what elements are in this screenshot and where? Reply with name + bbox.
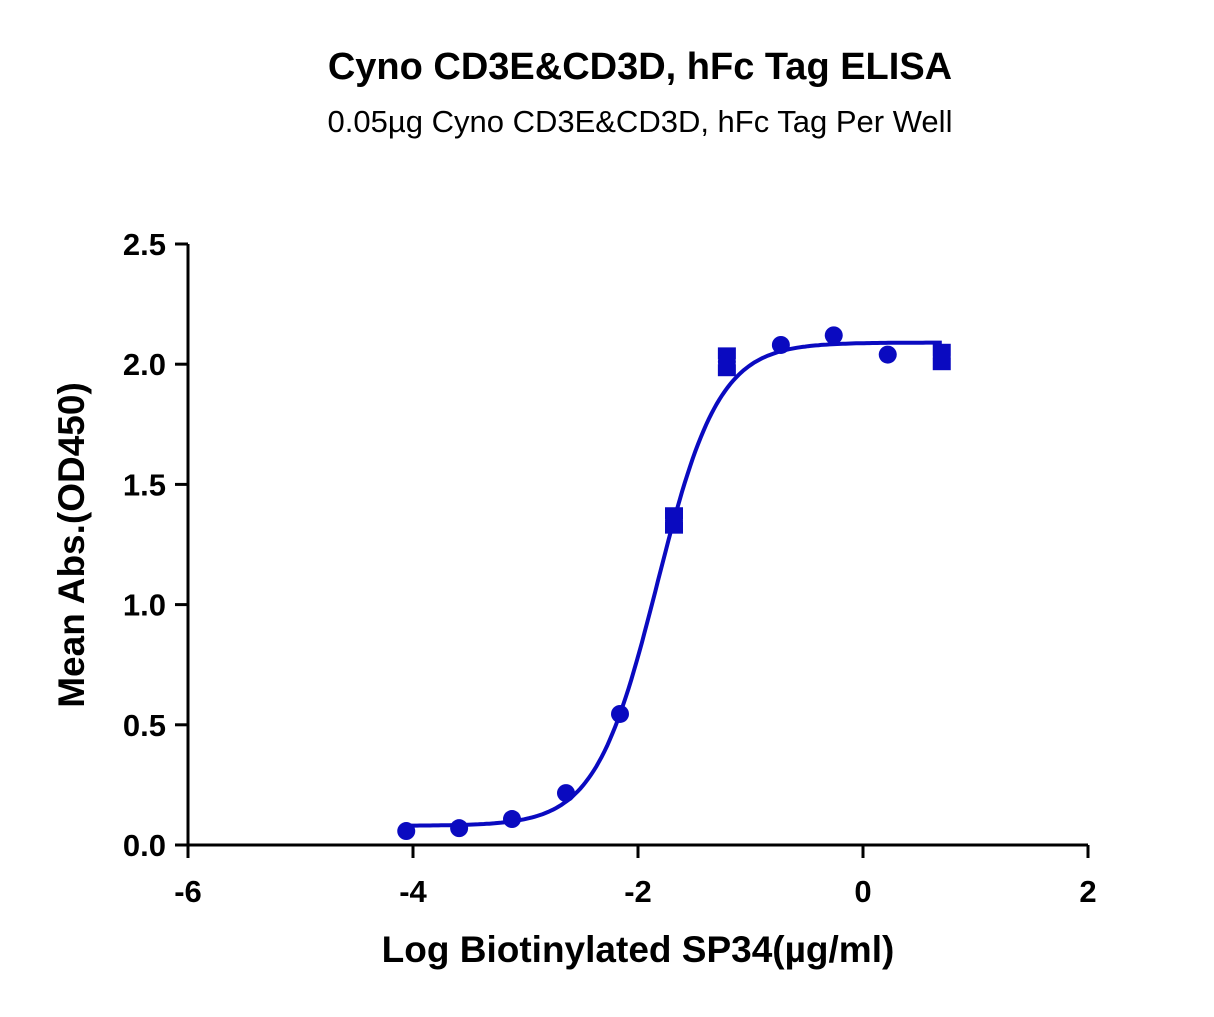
x-tick-label: 0 bbox=[854, 874, 871, 909]
data-point bbox=[397, 822, 416, 841]
data-point bbox=[450, 819, 469, 838]
y-tick-label: 1.0 bbox=[123, 588, 166, 623]
chart-title: Cyno CD3E&CD3D, hFc Tag ELISA bbox=[327, 46, 953, 88]
x-tick-label: -4 bbox=[399, 874, 427, 909]
x-tick-label: -2 bbox=[624, 874, 652, 909]
data-point bbox=[503, 810, 521, 829]
chart-subtitle: 0.05µg Cyno CD3E&CD3D, hFc Tag Per Well bbox=[327, 104, 953, 139]
y-tick-label: 2.5 bbox=[123, 227, 166, 262]
x-tick-label: -6 bbox=[174, 874, 202, 909]
data-point bbox=[771, 335, 790, 354]
axes bbox=[175, 242, 1090, 858]
fit-curve bbox=[406, 340, 942, 828]
data-point bbox=[665, 511, 683, 530]
x-axis-label: Log Biotinylated SP34(µg/ml) bbox=[382, 929, 895, 970]
y-axis-label: Mean Abs.(OD450) bbox=[51, 382, 92, 708]
y-tick-label: 2.0 bbox=[123, 347, 166, 382]
data-points bbox=[397, 326, 951, 841]
data-point bbox=[932, 347, 951, 366]
y-tick-label: 0.5 bbox=[123, 708, 166, 743]
data-point bbox=[557, 784, 575, 803]
data-point bbox=[824, 326, 843, 345]
y-tick-label: 1.5 bbox=[123, 467, 166, 502]
tick-labels: -6 -4 -2 0 2 0.0 0.5 1.0 1.5 2.0 2.5 bbox=[123, 227, 1097, 909]
data-point bbox=[611, 704, 629, 723]
y-tick-label: 0.0 bbox=[123, 828, 166, 863]
x-tick-label: 2 bbox=[1079, 874, 1096, 909]
data-point bbox=[878, 345, 897, 364]
data-point bbox=[717, 352, 736, 371]
